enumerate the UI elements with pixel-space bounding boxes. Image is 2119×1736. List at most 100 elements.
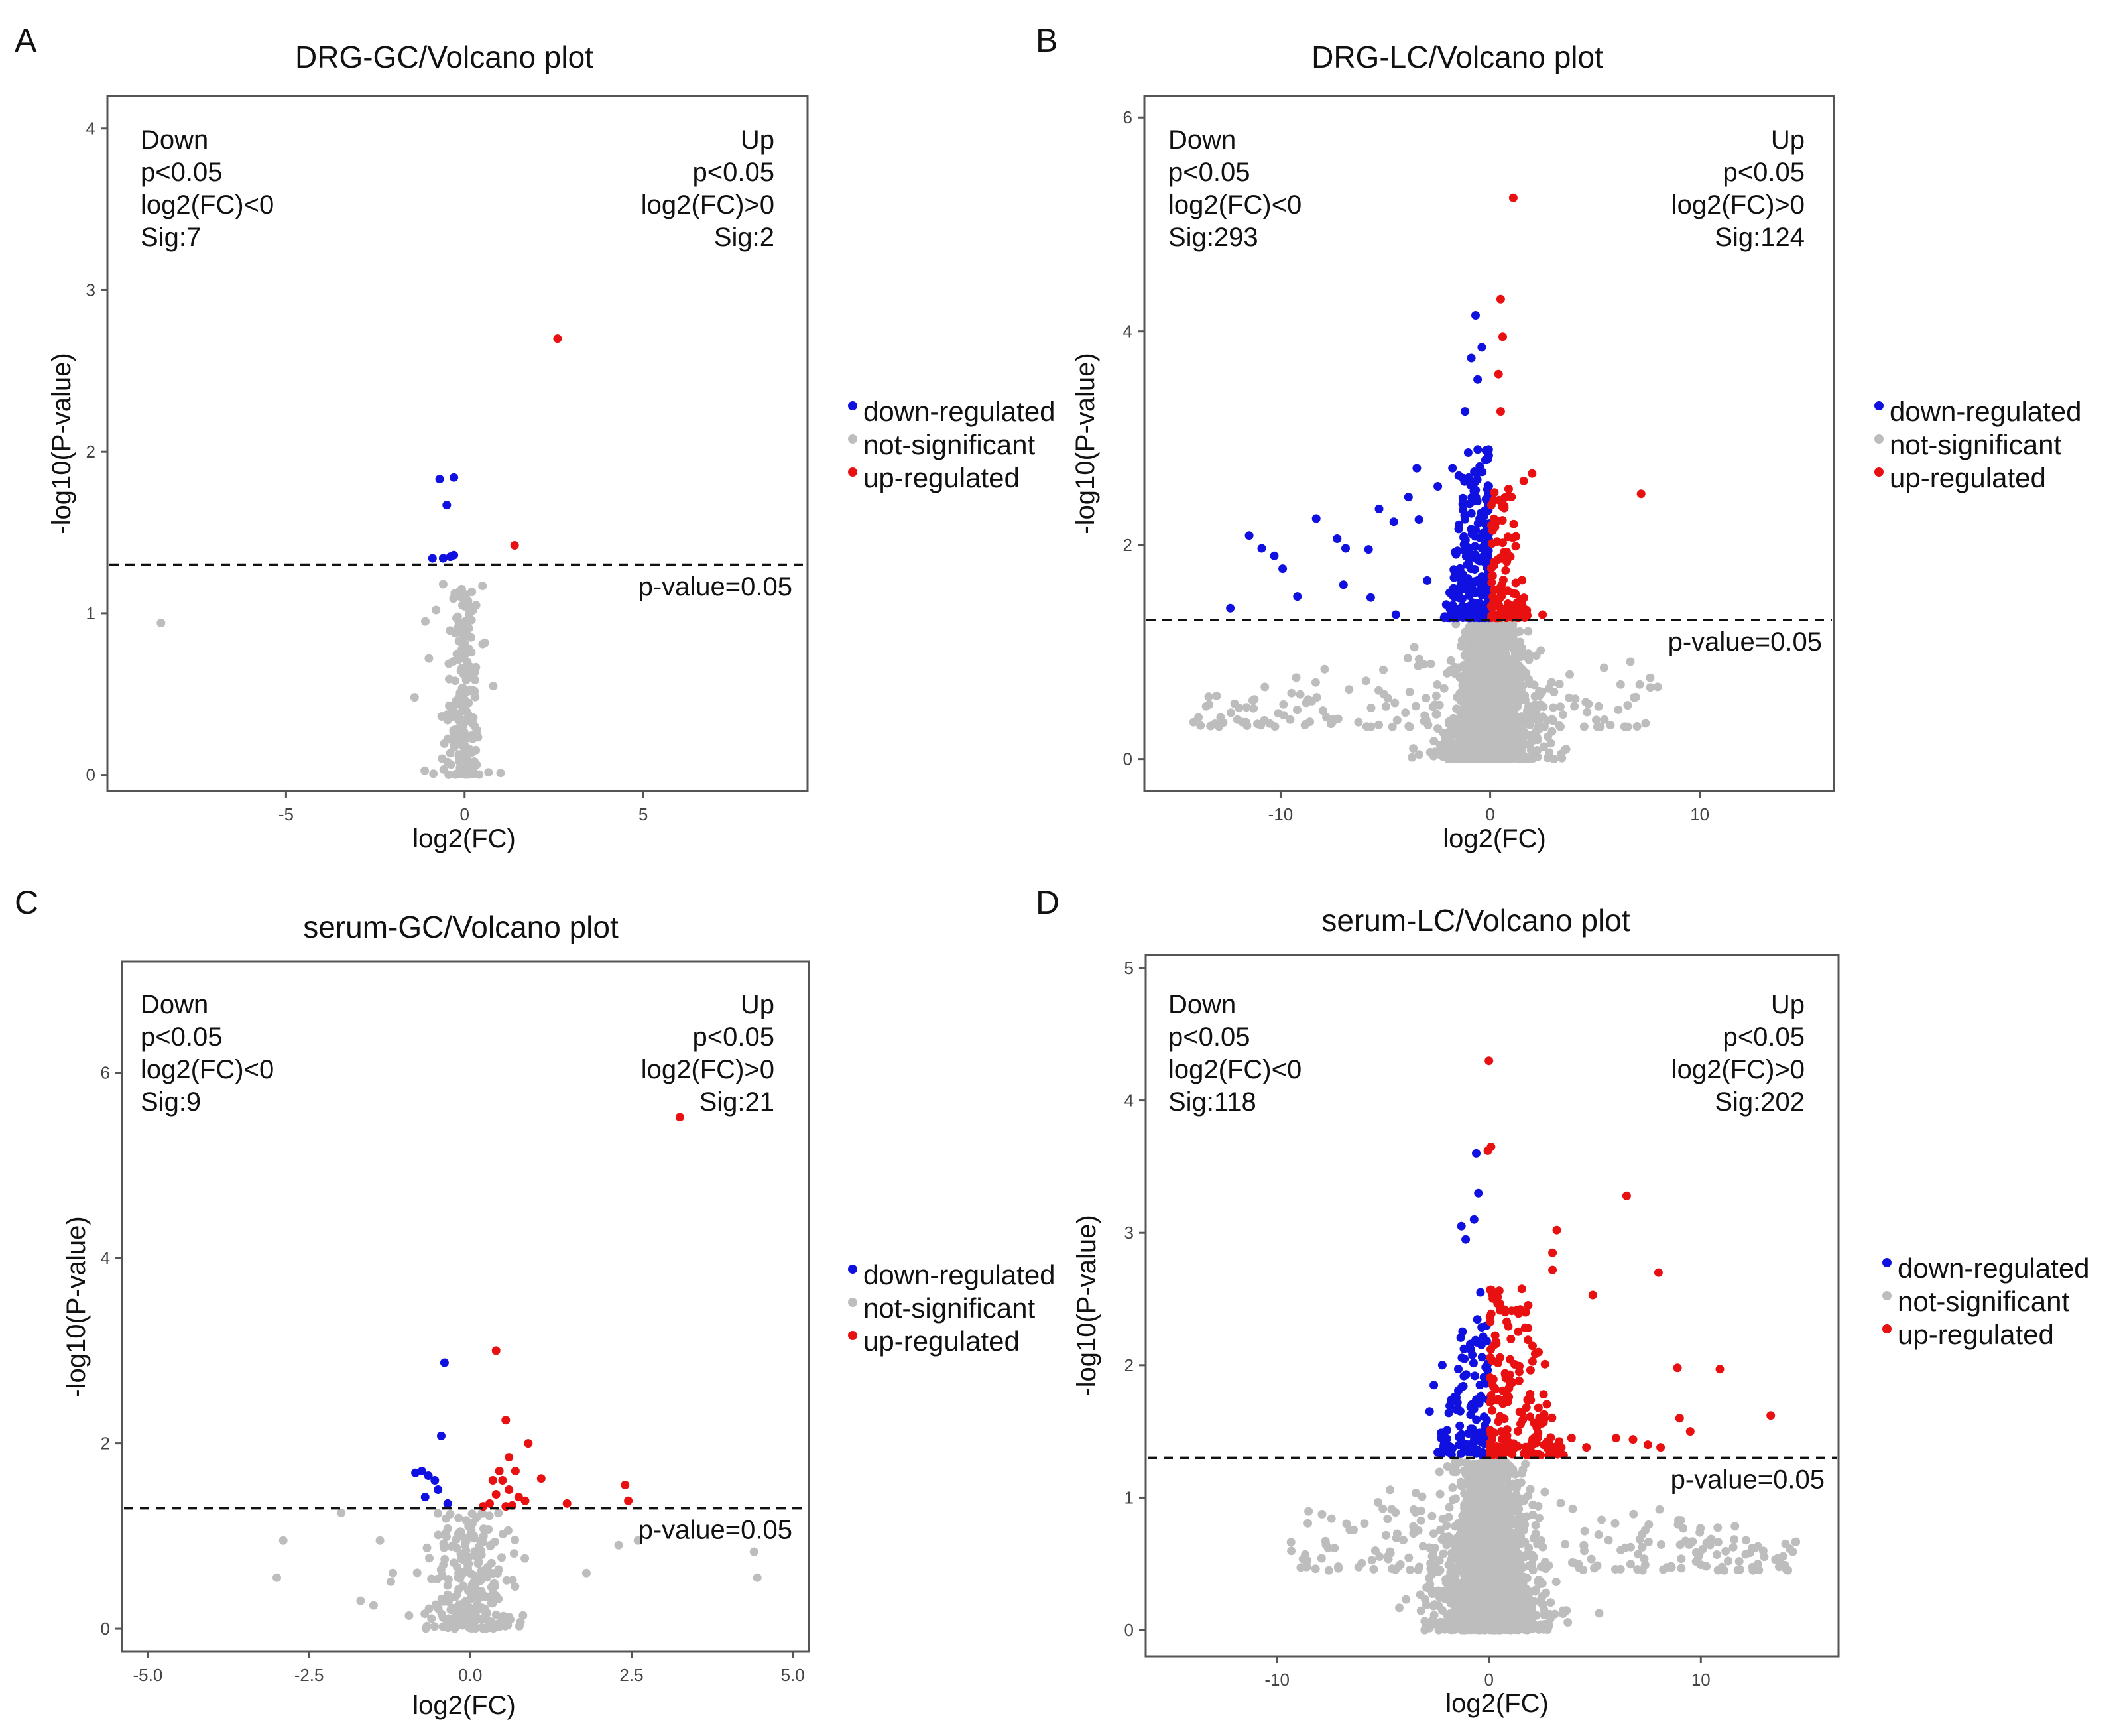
down-point [1461,407,1470,416]
ns-point [469,1618,479,1627]
legend-marker-up [848,467,857,477]
ns-point [1206,721,1215,731]
ns-point [1592,715,1601,725]
ns-point [1416,1606,1425,1615]
ns-point [1468,722,1477,731]
ns-point [1361,676,1370,686]
up-point [1508,193,1518,202]
ns-point [471,662,481,672]
down-title: Down [141,990,208,1019]
ns-point [452,727,461,736]
ns-point [520,1554,530,1563]
ns-point [1507,704,1516,713]
ns-point [1593,722,1602,731]
down-point [1455,564,1465,573]
ns-point [1539,702,1548,712]
ns-point [1599,663,1608,672]
up-point [553,334,562,343]
ns-point [1439,684,1449,693]
ns-point [389,1568,398,1578]
ns-point [481,1624,490,1633]
ns-point [496,769,505,778]
ns-point [1583,708,1592,717]
ns-point [488,1599,497,1608]
y-tick-label: 4 [86,119,95,139]
ns-point [473,1550,482,1558]
down-point [450,550,459,560]
down-point [1480,590,1489,599]
y-axis-label: -log10(P-value) [1071,353,1100,534]
down-point [1484,546,1493,555]
y-tick-label: 0 [1123,749,1132,769]
ns-point [1388,722,1397,731]
ns-point [434,1530,443,1540]
up-point [1515,599,1524,609]
ns-point [454,696,463,706]
x-tick-label: -2.5 [294,1665,324,1685]
panel-letter: D [1036,884,1060,921]
ns-point [432,605,441,615]
down-point [1374,504,1384,513]
ns-point [1429,737,1439,746]
ns-point [1366,704,1376,712]
down-point [440,1358,449,1367]
ns-point [1293,706,1302,715]
ns-point [429,769,438,778]
ns-point [454,1513,463,1522]
ns-point [453,1590,462,1599]
ns-point [424,654,434,663]
y-tick-label: 2 [1123,535,1132,555]
ns-point [1600,715,1609,724]
x-tick-label: 0 [460,804,469,824]
ns-point [1286,715,1295,724]
down-point [1468,589,1477,598]
ns-point [1606,721,1615,730]
ns-point [1498,749,1507,759]
down-point [435,475,444,484]
ns-point [1425,747,1435,757]
ns-point [1498,1584,1507,1593]
ns-point [465,1605,475,1614]
ns-point [443,1581,452,1590]
down-point [1364,545,1373,554]
ns-point [1515,627,1524,636]
panel-letter: C [15,884,38,921]
ns-point [420,766,430,775]
ns-point [1431,710,1441,719]
legend-marker-ns [848,1298,857,1307]
legend-marker-down [848,1265,857,1274]
up-p: p<0.05 [1723,158,1805,187]
ns-point [1489,753,1498,763]
ns-point [278,1536,288,1545]
down-point [1477,343,1486,352]
plot-title: serum-GC/Volcano plot [303,910,619,944]
ns-point [1461,721,1470,730]
ns-point [1500,740,1509,749]
x-tick-label: 10 [1690,804,1709,824]
ns-point [1555,680,1564,689]
ns-point [1279,700,1288,709]
ns-point [1453,1597,1463,1607]
up-point [1511,542,1520,551]
up-point [1511,532,1520,541]
up-fc: log2(FC)>0 [1671,190,1805,219]
ns-point [1435,748,1444,757]
points-layer [156,334,562,779]
ns-point [1196,721,1205,730]
ns-point [1479,660,1488,668]
ns-point [1410,643,1419,652]
ns-point [1518,1465,1528,1475]
ns-point [1465,1622,1475,1631]
ns-point [1497,691,1506,700]
down-point [1414,515,1423,524]
ns-point [337,1508,346,1517]
ns-point [1423,720,1433,729]
ns-point [457,687,466,696]
ns-point [1440,1594,1449,1603]
ns-point [1463,729,1472,738]
ns-point [272,1573,281,1582]
up-sig: Sig:124 [1715,223,1805,252]
ns-point [443,1617,452,1627]
ns-point [451,1607,460,1616]
down-point [1481,456,1490,464]
